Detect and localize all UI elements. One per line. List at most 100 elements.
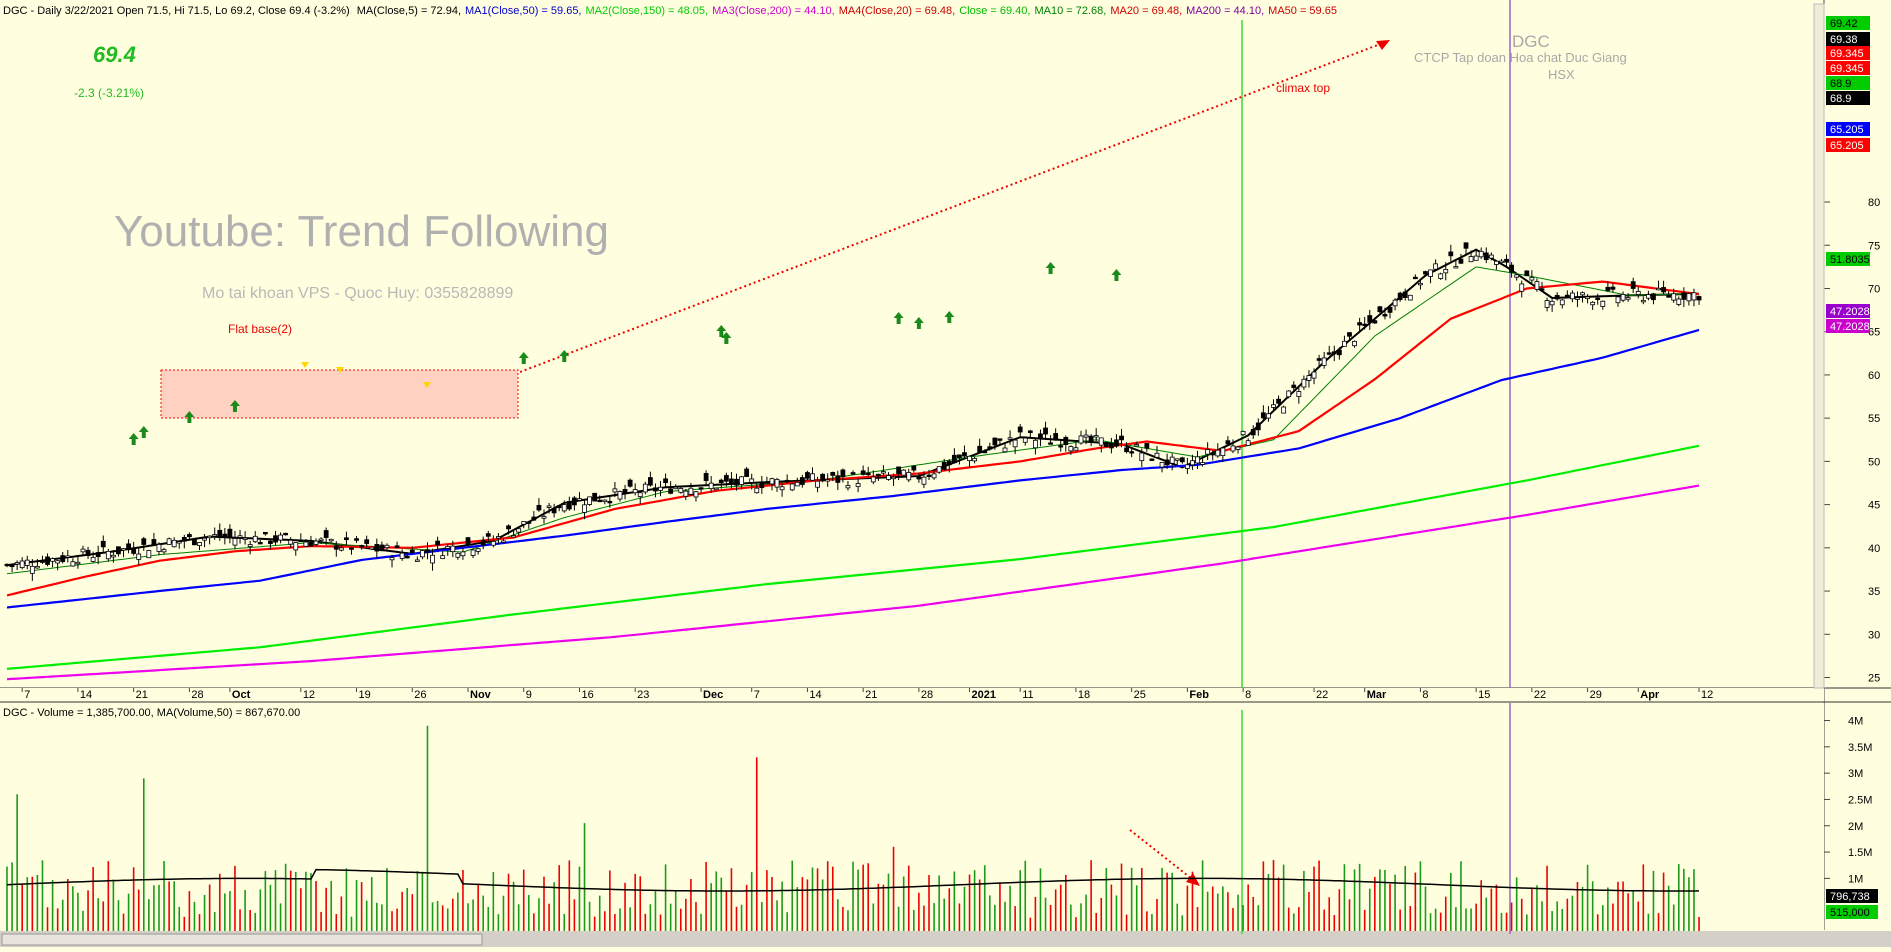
candle-body: [820, 473, 826, 482]
x-tick-label: 25: [1134, 689, 1146, 701]
candle-body: [1671, 293, 1677, 301]
candle-body: [85, 549, 91, 556]
x-tick-label: 28: [191, 689, 203, 701]
price-tag-text: 65.205: [1830, 124, 1864, 136]
chart-header: DGC - Daily 3/22/2021 Open 71.5, Hi 71.5…: [3, 5, 1337, 17]
candle-body: [1458, 258, 1464, 264]
candle-body: [875, 473, 881, 477]
buy-arrow: [518, 352, 529, 364]
candle-body: [1022, 437, 1028, 443]
candle-body: [212, 534, 218, 537]
candle-body: [1068, 446, 1074, 452]
candle-body: [475, 548, 481, 552]
x-tick-label: 21: [865, 689, 877, 701]
candle-body: [1316, 358, 1322, 361]
candle-body: [1230, 445, 1236, 452]
y-tick-label: 70: [1868, 283, 1880, 295]
candle-body: [156, 544, 162, 552]
candle-body: [409, 549, 415, 554]
candle-body: [1357, 322, 1363, 326]
candle-body: [881, 471, 886, 474]
candle-body: [333, 545, 339, 550]
candle-body: [1129, 451, 1135, 454]
candle-body: [1331, 351, 1337, 355]
candle-body: [1260, 412, 1266, 419]
candle-body: [465, 537, 471, 545]
buy-arrow: [716, 325, 727, 337]
candle-body: [1630, 281, 1636, 289]
price-tag-bg: [1826, 122, 1870, 136]
candle-body: [526, 521, 532, 524]
candle-body: [161, 549, 167, 553]
candle-body: [617, 491, 623, 500]
vertical-scrollbar[interactable]: [1813, 3, 1825, 689]
candle-body: [445, 545, 451, 549]
signal-marker: [336, 367, 344, 373]
candle-body: [1347, 332, 1352, 337]
candle-body: [359, 545, 365, 548]
volume-pane[interactable]: [0, 703, 1824, 931]
candle-body: [1083, 434, 1089, 438]
sheet-tabs[interactable]: [1, 933, 483, 946]
header-ma-label: MA(Close,5) = 72.94,: [357, 5, 461, 17]
candle-body: [1164, 459, 1170, 466]
price-tag-text: 69.38: [1830, 34, 1858, 46]
series-ma50: [6, 328, 1700, 609]
candle-body: [45, 556, 50, 565]
candle-body: [931, 473, 937, 479]
price-tag-bg: [1826, 138, 1870, 152]
y-tick-label: 35: [1868, 586, 1880, 598]
candle-body: [855, 483, 861, 488]
candle-body: [673, 486, 679, 490]
candle-body: [946, 460, 952, 466]
candle-body: [825, 479, 831, 482]
candles-group: [4, 242, 1702, 581]
candle-body: [936, 466, 942, 473]
candle-body: [252, 535, 258, 543]
candle-body: [217, 529, 223, 538]
y-tick-label: 45: [1868, 500, 1880, 512]
candle-body: [571, 497, 577, 506]
candle-body: [1215, 449, 1221, 457]
candle-body: [40, 560, 45, 563]
candle-body: [1311, 371, 1317, 379]
x-tick-label: 12: [303, 689, 315, 701]
candle-body: [698, 487, 704, 490]
volume-tick-label: 1.5M: [1848, 847, 1872, 859]
candle-body: [688, 487, 694, 495]
x-tick-label: 29: [1590, 689, 1602, 701]
price-tag-bg: [1826, 76, 1870, 90]
candle-body: [1250, 428, 1256, 436]
last-price: 69.4: [93, 42, 136, 67]
buy-arrow: [128, 433, 139, 445]
x-tick-label: 18: [1078, 689, 1090, 701]
candle-body: [1549, 300, 1555, 306]
candle-body: [997, 438, 1003, 441]
candle-body: [1554, 295, 1560, 300]
candle-body: [962, 452, 967, 457]
candle-body: [1154, 452, 1160, 458]
volume-header: DGC - Volume = 1,385,700.00, MA(Volume,5…: [3, 707, 300, 719]
x-tick-label: Nov: [470, 689, 492, 701]
candle-body: [171, 539, 177, 548]
candle-body: [166, 538, 172, 545]
candle-body: [100, 540, 106, 548]
header-info: DGC - Daily 3/22/2021 Open 71.5, Hi 71.5…: [3, 5, 350, 17]
candle-body: [470, 549, 476, 556]
candle-body: [1174, 458, 1180, 461]
candle-body: [1367, 315, 1373, 323]
candle-body: [921, 476, 927, 485]
y-tick-label: 60: [1868, 370, 1880, 382]
candle-body: [1007, 437, 1013, 440]
candle-body: [551, 507, 557, 514]
candle-body: [1372, 320, 1378, 324]
price-pane[interactable]: [0, 0, 1824, 688]
candle-body: [1625, 297, 1631, 300]
candle-body: [723, 475, 729, 482]
candle-body: [485, 533, 491, 537]
candle-body: [1559, 299, 1565, 306]
buy-arrow: [138, 426, 149, 438]
candle-body: [1499, 260, 1504, 263]
candle-body: [1245, 440, 1251, 446]
